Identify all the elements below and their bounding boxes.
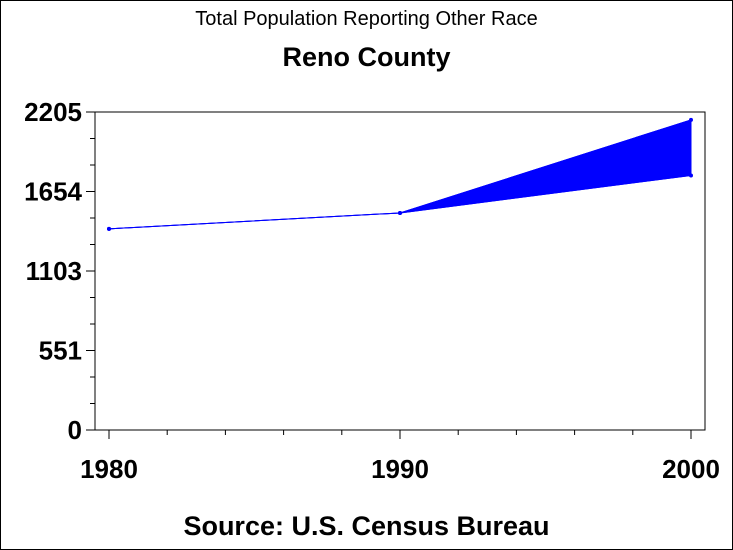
data-point bbox=[689, 117, 693, 122]
chart-source: Source: U.S. Census Bureau bbox=[183, 511, 550, 541]
y-tick-label: 551 bbox=[39, 336, 82, 366]
data-point bbox=[689, 173, 693, 178]
y-tick-label: 1103 bbox=[26, 256, 82, 286]
y-tick-label: 0 bbox=[68, 415, 82, 445]
x-tick-label: 1990 bbox=[371, 454, 429, 484]
x-tick-label: 2000 bbox=[662, 454, 720, 484]
x-tick-label: 1980 bbox=[80, 454, 138, 484]
data-point bbox=[107, 226, 111, 231]
chart-subtitle: Reno County bbox=[282, 42, 451, 72]
y-tick-label: 1654 bbox=[24, 177, 82, 207]
y-tick-label: 2205 bbox=[24, 97, 82, 127]
chart-title: Total Population Reporting Other Race bbox=[195, 8, 538, 30]
data-point bbox=[398, 210, 402, 215]
